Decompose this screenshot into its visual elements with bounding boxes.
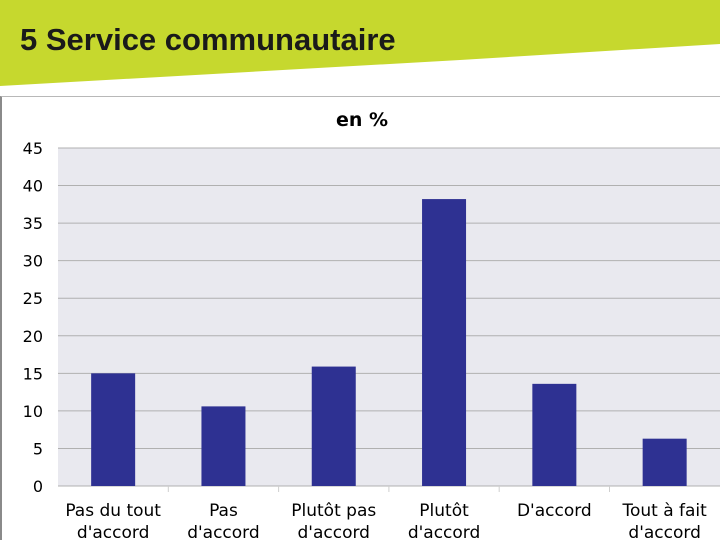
banner-shape xyxy=(0,0,720,86)
x-tick-label: Plutôt d'accord xyxy=(408,501,480,540)
y-tick-label: 30 xyxy=(23,252,43,271)
title-banner xyxy=(0,0,720,86)
y-tick-label: 5 xyxy=(33,439,43,458)
y-tick-label: 35 xyxy=(23,214,43,233)
bar xyxy=(201,406,246,486)
y-tick-label: 25 xyxy=(23,289,43,308)
bar xyxy=(422,199,467,486)
plot-area xyxy=(58,148,720,486)
y-axis-ticks: 0 5 10 15 20 25 30 35 40 45 xyxy=(23,139,43,496)
bars xyxy=(91,199,687,486)
x-tick-label: Tout à fait d'accord xyxy=(621,501,707,540)
x-tick-label: Pas d'accord xyxy=(187,501,259,540)
bar xyxy=(532,383,577,486)
chart-title: en % xyxy=(336,109,388,131)
bar xyxy=(311,366,356,486)
chart-frame: 0 5 10 15 20 25 30 35 40 45 Pas du tout d'accord Pa… xyxy=(0,96,720,543)
y-tick-label: 20 xyxy=(23,327,43,346)
y-tick-label: 40 xyxy=(23,177,43,196)
x-tick-label: Plutôt pas d'accord xyxy=(291,501,376,540)
x-tick-label: Pas du tout d'accord xyxy=(65,501,161,540)
y-tick-label: 10 xyxy=(23,402,43,421)
slide-title: 5 Service communautaire xyxy=(20,22,396,57)
x-tick-label: D'accord xyxy=(517,501,592,521)
gridlines xyxy=(58,147,720,487)
bar xyxy=(642,438,687,486)
y-tick-label: 0 xyxy=(33,477,43,496)
x-axis-labels: Pas du tout d'accord Pas d'accord Plutôt pas… xyxy=(65,486,707,543)
y-tick-label: 15 xyxy=(23,364,43,383)
y-tick-label: 45 xyxy=(23,139,43,158)
bar xyxy=(91,373,136,486)
